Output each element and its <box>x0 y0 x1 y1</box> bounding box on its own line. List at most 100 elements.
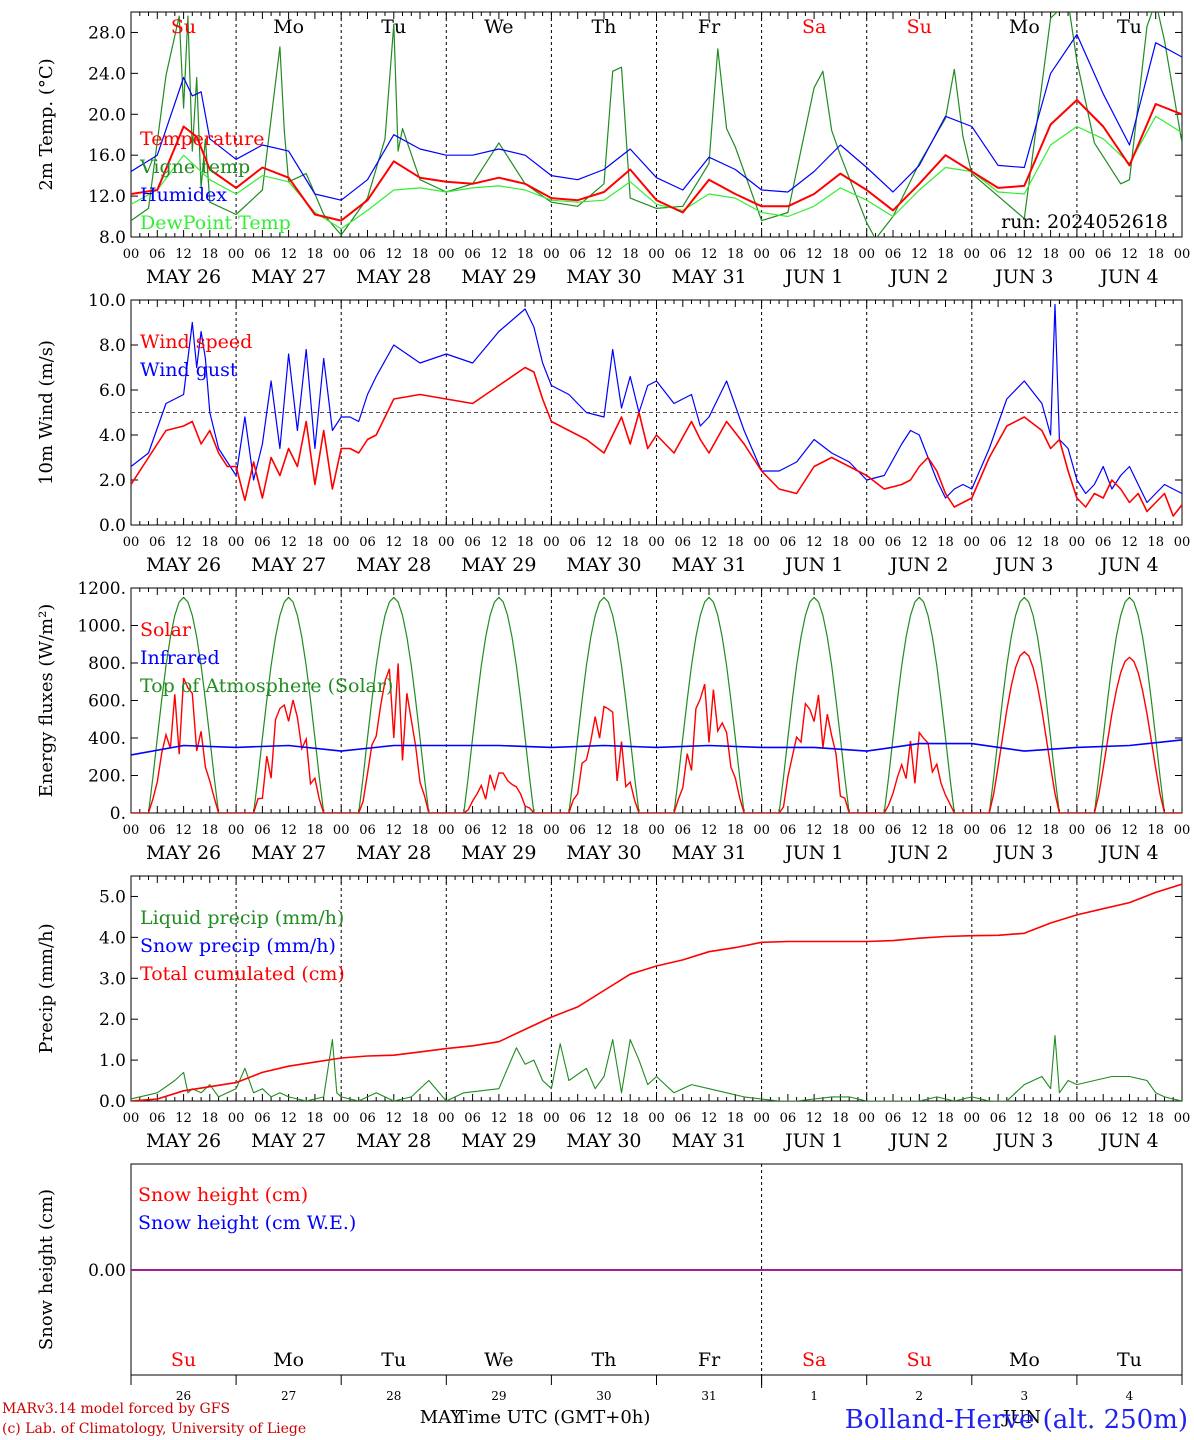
day-number-label: 1 <box>810 1389 818 1403</box>
plot-frame <box>130 11 1183 238</box>
hour-tick-label: 00 <box>1069 535 1086 550</box>
hour-tick-label: 06 <box>780 823 797 838</box>
date-label: MAY 27 <box>251 1130 326 1152</box>
hour-tick-label: 00 <box>333 823 350 838</box>
hour-tick-label: 12 <box>701 1111 718 1126</box>
hour-tick-label: 18 <box>622 1111 639 1126</box>
series-line <box>131 1034 1182 1101</box>
hour-tick-label: 18 <box>202 823 219 838</box>
hour-tick-label: 18 <box>202 535 219 550</box>
y-tick-label: 1.0 <box>99 1051 126 1071</box>
hour-tick-label: 00 <box>753 247 770 262</box>
hour-tick-label: 18 <box>307 1111 324 1126</box>
hour-tick-label: 00 <box>438 1111 455 1126</box>
hour-tick-label: 12 <box>385 1111 402 1126</box>
hour-tick-label: 00 <box>964 247 981 262</box>
hour-tick-label: 18 <box>412 535 429 550</box>
hour-tick-label: 06 <box>464 823 481 838</box>
y-tick-label: 0.00 <box>88 1261 126 1281</box>
hour-tick-label: 12 <box>280 823 297 838</box>
hour-tick-label: 06 <box>359 535 376 550</box>
hour-tick-label: 06 <box>149 823 166 838</box>
hour-tick-label: 06 <box>464 247 481 262</box>
x-ticks <box>130 12 1183 237</box>
hour-tick-label: 00 <box>123 247 140 262</box>
series-line <box>131 739 1182 756</box>
y-axis-label: Precip (mm/h) <box>36 923 57 1053</box>
legend-item: Temperature <box>140 128 264 150</box>
y-tick-label: 8.0 <box>99 336 126 356</box>
day-number-label: 31 <box>701 1389 716 1403</box>
hour-tick-label: 00 <box>333 247 350 262</box>
hour-tick-label: 18 <box>412 823 429 838</box>
day-number-label: 27 <box>281 1389 296 1403</box>
hour-tick-label: 06 <box>149 535 166 550</box>
date-label: MAY 30 <box>566 554 641 576</box>
hour-tick-label: 12 <box>1016 247 1033 262</box>
date-label: JUN 1 <box>783 266 843 288</box>
hour-tick-label: 06 <box>1095 823 1112 838</box>
hour-tick-label: 18 <box>1147 1111 1164 1126</box>
hour-tick-label: 12 <box>385 823 402 838</box>
hour-tick-label: 12 <box>701 535 718 550</box>
hour-tick-label: 00 <box>1069 823 1086 838</box>
precip-panel: 0.0 1.0 2.0 3.0 4.0 5.0 Precip (mm/h) Liquid pr… <box>36 875 1190 1152</box>
hour-tick-label: 06 <box>885 1111 902 1126</box>
day-number-label: 3 <box>1021 1389 1029 1403</box>
y-tick-label: 4.0 <box>99 928 126 948</box>
hour-tick-label: 18 <box>622 247 639 262</box>
y-tick-label: 28.0 <box>88 23 126 43</box>
hour-tick-label: 18 <box>517 247 534 262</box>
hour-tick-label: 12 <box>596 1111 613 1126</box>
hour-tick-label: 06 <box>990 535 1007 550</box>
hour-tick-label: 06 <box>569 823 586 838</box>
date-label: MAY 30 <box>566 842 641 864</box>
date-label: JUN 4 <box>1098 1130 1158 1152</box>
hour-tick-label: 18 <box>832 247 849 262</box>
hour-tick-label: 06 <box>359 247 376 262</box>
day-number-label: 26 <box>176 1389 191 1403</box>
weekday-label: Sa <box>802 16 826 38</box>
precip-lines <box>131 883 1182 1101</box>
credit-line-2: (c) Lab. of Climatology, University of L… <box>2 1421 306 1437</box>
hour-tick-label: 18 <box>937 247 954 262</box>
legend-item: DewPoint Temp <box>140 212 291 234</box>
y-tick-label: 16.0 <box>88 146 126 166</box>
weekday-label: Th <box>591 1349 616 1371</box>
hour-tick-label: 06 <box>1095 247 1112 262</box>
legend-item: Solar <box>140 619 192 641</box>
hour-tick-label: 00 <box>753 823 770 838</box>
y-tick-label: 4.0 <box>99 426 126 446</box>
hour-tick-label: 06 <box>675 823 692 838</box>
y-tick-label: 600. <box>88 692 126 712</box>
hour-tick-label: 12 <box>806 823 823 838</box>
y-tick-label: 20.0 <box>88 105 126 125</box>
hour-tick-label: 18 <box>832 535 849 550</box>
hour-tick-label: 12 <box>280 535 297 550</box>
hour-tick-label: 00 <box>438 535 455 550</box>
weekday-label: Su <box>907 1349 932 1371</box>
run-annotation: run: 2024052618 <box>1001 211 1168 233</box>
weekday-label: Mo <box>1009 16 1040 38</box>
hour-tick-label: 00 <box>1174 823 1191 838</box>
series-line <box>131 99 1182 222</box>
hour-tick-label: 12 <box>596 247 613 262</box>
y-tick-label: 0. <box>110 804 126 824</box>
hour-tick-label: 18 <box>1147 823 1164 838</box>
weekday-label: Fr <box>698 1349 721 1371</box>
hour-tick-label: 06 <box>780 535 797 550</box>
plot-frame <box>130 587 1183 814</box>
y-tick-label: 200. <box>88 767 126 787</box>
y-tick-label: 800. <box>88 654 126 674</box>
series-line <box>131 650 1182 813</box>
y-tick-label: 3.0 <box>99 969 126 989</box>
hour-tick-label: 06 <box>254 247 271 262</box>
hour-tick-label: 18 <box>517 535 534 550</box>
date-label: MAY 27 <box>251 554 326 576</box>
hour-tick-label: 18 <box>1147 247 1164 262</box>
hour-tick-label: 00 <box>964 823 981 838</box>
hour-tick-label: 12 <box>596 535 613 550</box>
hour-tick-label: 06 <box>569 247 586 262</box>
y-tick-label: 400. <box>88 729 126 749</box>
